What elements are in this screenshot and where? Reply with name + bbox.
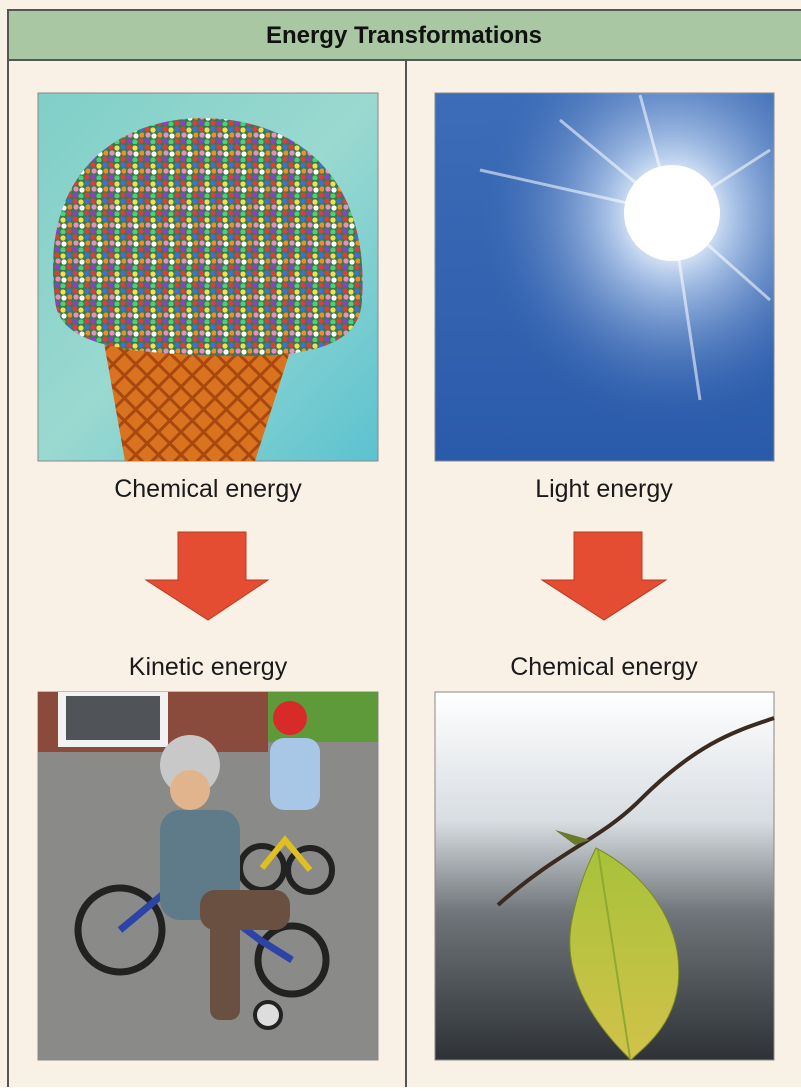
ice-cream-photo	[38, 93, 378, 461]
bikes-photo	[38, 692, 378, 1060]
leaf-photo	[435, 692, 774, 1060]
panel-top-label: Light energy	[535, 475, 673, 503]
sun-photo	[435, 93, 774, 461]
header-title: Energy Transformations	[266, 22, 542, 49]
panel-bottom-label: Chemical energy	[510, 653, 698, 681]
panel-top-label: Chemical energy	[114, 475, 302, 503]
diagram: Energy Transformations Chemical energy L…	[0, 0, 801, 1087]
panel-bottom-label: Kinetic energy	[129, 653, 288, 681]
